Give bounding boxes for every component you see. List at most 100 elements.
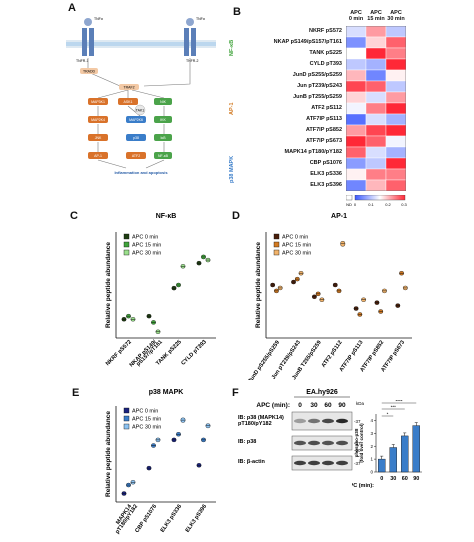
legend-label: APC 15 min (282, 243, 311, 249)
blot-label: IB: p38 (MAPK14) (238, 415, 284, 421)
legend-label: APC 0 min (132, 409, 158, 415)
heatmap-cell (365, 91, 387, 104)
node-ikb: IκB (160, 136, 166, 140)
heatmap-column-header: APC 30 min (387, 10, 405, 22)
heatmap-cell (346, 124, 367, 137)
receptor-tnfr2 (184, 18, 196, 56)
heatmap-row-label: ELK3 pS336 (310, 171, 342, 177)
node-ask1: ASK1 (124, 100, 133, 104)
y-tick-label: 4 (370, 418, 373, 423)
heatmap-column-headers: APC 0 min APC 15 min APC 30 min (346, 10, 406, 26)
node-nik: NIK (160, 100, 167, 104)
blot-band (308, 440, 320, 446)
heatmap-row-label: ATF2 pS112 (311, 105, 342, 111)
apc-time-label: 60 (324, 402, 332, 409)
heatmap-color-scale: ND 0 0.1 0.2 0.3 (346, 195, 408, 207)
heatmap-cell (365, 113, 387, 126)
x-tick-label: ATF2 pS112 (321, 340, 344, 369)
blot-band (336, 418, 348, 424)
blot-band (294, 460, 306, 466)
legend-label: APC 0 min (132, 235, 158, 241)
heatmap-cell (346, 47, 367, 60)
blot-band (322, 418, 334, 424)
chart-title: NF-κB (156, 213, 177, 220)
bar-y-label: phospho-p38 (354, 428, 359, 457)
blot-marker: -37 (354, 441, 361, 446)
heatmap-cell (365, 36, 387, 49)
chart-p38mapk: p38 MAPK Relative peptide abundance APC 0 … (105, 389, 216, 535)
heatmap-row-label: CBP pS1076 (309, 160, 342, 166)
heatmap-group-labels: NF-κB AP-1 p38 MAPK (229, 26, 239, 191)
cell-membrane (66, 42, 216, 46)
node-ap1: AP-1 (94, 154, 102, 158)
blot-marker: -37 (354, 461, 361, 466)
heatmap-cell (346, 102, 367, 115)
node-atf2: ATF2 (132, 154, 140, 158)
heatmap-cell (385, 124, 406, 137)
x-tick-label: NKAP pS149/ (129, 339, 159, 369)
outcome-label: Inflammation and apoptosis (114, 170, 168, 175)
node-map2k4: MAP2K4 (91, 118, 105, 122)
chart-nfkb: NF-κB Relative peptide abundance APC 0 min… (105, 213, 216, 369)
heatmap-row-label: ELK3 pS396 (310, 182, 342, 188)
node-map2k6: MAP2K6 (129, 118, 143, 122)
heatmap-cell (346, 135, 367, 148)
legend-label: APC 15 min (132, 243, 161, 249)
heatmap-cell (346, 80, 367, 93)
heatmap-cell (365, 26, 387, 38)
node-p38: p38 (133, 136, 139, 140)
bar (412, 425, 420, 473)
heatmap-row-label: MAPK14 pT180/pY182 (284, 149, 342, 155)
panel-label-d: D (232, 210, 240, 222)
heatmap-row-label: Jun pT239/pS243 (297, 83, 342, 89)
node-tradd: TRADD (83, 70, 96, 74)
scale-tick-label: 0 (354, 202, 357, 207)
panel-label-b: B (233, 6, 241, 18)
y-tick-label: 1 (370, 457, 373, 462)
heatmap-row-label: CYLD pT393 (309, 61, 342, 67)
node-tak1: TAK1 (136, 109, 145, 113)
legend-swatch (273, 241, 280, 248)
heatmap-cell (346, 157, 367, 170)
heatmap-cell (365, 179, 387, 191)
heatmap-cell (365, 47, 387, 60)
receptor-tnfr1 (82, 18, 94, 56)
y-axis-label: Relative peptide abundance (105, 411, 112, 497)
heatmap-cell (365, 135, 387, 148)
heatmap-cell (346, 146, 367, 159)
heatmap-group-label: AP-1 (229, 102, 235, 115)
scale-gradient (354, 195, 406, 201)
bar-y-label: (fold over control) (359, 423, 364, 463)
heatmap-cell (346, 91, 367, 104)
bar-x-label: 0 (380, 476, 383, 482)
x-tick-label: ELK3 pS336 (160, 504, 183, 534)
bar-x-title: APC (min): (352, 483, 374, 489)
apc-label: APC (min): (256, 402, 290, 409)
bar-x-label: 60 (402, 476, 408, 482)
heatmap-cell (346, 69, 367, 82)
blot-band (308, 460, 320, 466)
node-traf2: TRAF2 (123, 86, 134, 90)
legend-swatch (123, 415, 130, 422)
apc-time-label: 30 (310, 402, 318, 409)
legend-swatch (123, 407, 130, 414)
heatmap-cell (346, 168, 367, 181)
heatmap-cell (385, 168, 406, 181)
receptor-sub-1: TNFR-1 (76, 59, 88, 63)
blot-band (322, 440, 334, 446)
heatmap-cell (365, 124, 387, 137)
legend-swatch (123, 233, 130, 240)
heatmap-row-label: ATF7IP pS852 (305, 127, 342, 133)
heatmap-row-label: JunD pS255/pS259 (292, 72, 342, 78)
bar (401, 435, 409, 473)
cell-line-label: EA.hy926 (306, 389, 338, 396)
node-map3k1: MAP3K1 (91, 100, 105, 104)
receptor-sub-2: TNFR-2 (186, 59, 198, 63)
blot-band (322, 460, 334, 466)
heatmap-cell (385, 36, 406, 49)
bar (389, 447, 397, 473)
heatmap-row-label: TANK pS225 (309, 50, 342, 56)
heatmap-cell (385, 135, 406, 148)
heatmap-cell (365, 168, 387, 181)
blot-band (294, 418, 306, 424)
